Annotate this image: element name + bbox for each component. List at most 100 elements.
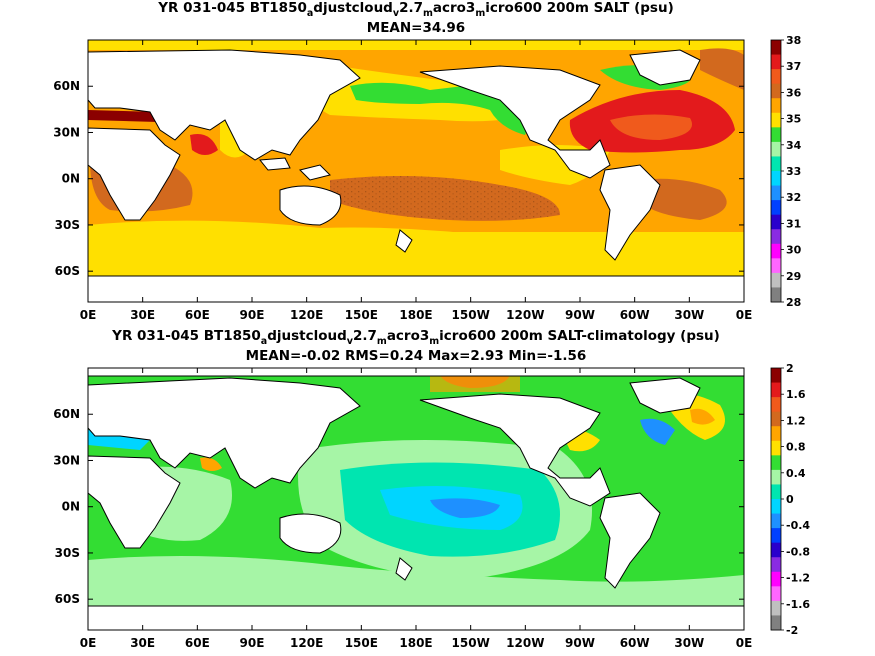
x-tick-label: 60E: [185, 308, 210, 322]
colorbar-swatch: [771, 141, 781, 157]
panel-1-subtitle: MEAN=34.96: [367, 20, 465, 36]
y-tick-label: 0N: [62, 500, 80, 514]
australia: [279, 185, 342, 226]
north-america: [419, 65, 611, 179]
x-tick-label: 60W: [620, 636, 650, 650]
colorbar-swatch: [771, 171, 781, 187]
colorbar-swatch: [771, 455, 781, 471]
x-tick-label: 120E: [290, 308, 323, 322]
eurasia: [88, 49, 361, 161]
colorbar-label: -2: [786, 624, 798, 637]
colorbar-swatch: [771, 243, 781, 259]
colorbar-swatch: [771, 397, 781, 413]
x-tick-label: 150W: [452, 636, 490, 650]
colorbar-swatch: [771, 98, 781, 114]
y-tick-label: 30N: [53, 453, 80, 467]
x-tick-label: 120E: [290, 636, 323, 650]
colorbar-label: -0.8: [786, 545, 810, 558]
x-tick-label: 180E: [399, 308, 432, 322]
colorbar-label: 1.2: [786, 414, 806, 427]
x-tick-label: 90W: [565, 636, 595, 650]
colorbar-label: 29: [786, 270, 801, 283]
colorbar-label: 37: [786, 60, 801, 73]
colorbar-label: 36: [786, 86, 802, 99]
colorbar-label: 2: [786, 362, 794, 375]
x-tick-label: 0E: [80, 636, 97, 650]
colorbar-label: 35: [786, 113, 801, 126]
colorbar-swatch: [771, 411, 781, 427]
y-tick-label: 30S: [55, 546, 80, 560]
colorbar-swatch: [771, 83, 781, 99]
y-tick-label: 60N: [53, 79, 80, 93]
colorbar-label: 28: [786, 296, 801, 309]
x-tick-label: 150W: [452, 308, 490, 322]
greenland: [629, 49, 701, 86]
colorbar-swatch: [771, 156, 781, 172]
x-tick-label: 60E: [185, 636, 210, 650]
x-tick-label: 0E: [80, 308, 97, 322]
colorbar-swatch: [771, 615, 781, 631]
colorbar-swatch: [771, 586, 781, 602]
colorbar-swatch: [771, 528, 781, 544]
x-tick-label: 90E: [240, 636, 265, 650]
x-tick-label: 150E: [345, 636, 378, 650]
colorbar-label: 1.6: [786, 388, 806, 401]
y-tick-label: 60S: [55, 264, 80, 278]
panel-1-axes: 0E 30E 60E 90E 120E 150E 180E 150W 120W 90W 60W 30W…: [53, 40, 752, 322]
colorbar-swatch: [771, 69, 781, 85]
colorbar-swatch: [771, 272, 781, 288]
x-tick-label: 180E: [399, 636, 432, 650]
panel-2-colorbar: 2 1.6 1.2 0.8 0.4 0 -0.4 -0.8 -1.2 -1.6 -2: [770, 362, 810, 637]
x-tick-label: 90W: [565, 308, 595, 322]
colorbar-swatch: [771, 600, 781, 616]
x-tick-label: 150E: [345, 308, 378, 322]
x-tick-label: 90E: [240, 308, 265, 322]
colorbar-label: -1.2: [786, 572, 810, 585]
colorbar-swatch: [771, 513, 781, 529]
colorbar-swatch: [771, 258, 781, 274]
colorbar-label: 31: [786, 217, 801, 230]
panel-2: YR 031-045 BT1850adjustcloudv2.7macro3mi…: [53, 328, 810, 650]
new-zealand: [395, 229, 413, 253]
y-tick-label: 60N: [53, 407, 80, 421]
panel-1-field: [88, 40, 744, 302]
colorbar-label: 33: [786, 165, 801, 178]
colorbar-swatch: [771, 185, 781, 201]
panel-2-subtitle: MEAN=-0.02 RMS=0.24 Max=2.93 Min=-1.56: [246, 348, 587, 364]
colorbar-swatch: [771, 499, 781, 515]
x-tick-label: 30E: [130, 308, 155, 322]
x-tick-label: 30W: [674, 308, 704, 322]
colorbar-swatch: [771, 127, 781, 143]
x-tick-label: 30E: [130, 636, 155, 650]
colorbar-swatch: [771, 484, 781, 500]
x-tick-label: 120W: [506, 636, 544, 650]
colorbar-swatch: [771, 40, 781, 56]
colorbar-swatch: [771, 368, 781, 384]
colorbar-label: 0.8: [786, 441, 806, 454]
colorbar-swatch: [771, 229, 781, 245]
panel-2-field: [88, 368, 744, 630]
colorbar-swatch: [771, 542, 781, 558]
colorbar-swatch: [771, 469, 781, 485]
panel-2-axes: 0E 30E 60E 90E 120E 150E 180E 150W 120W 90W 60W 30W…: [53, 368, 752, 650]
colorbar-swatch: [771, 426, 781, 442]
x-tick-label: 0E: [736, 636, 753, 650]
colorbar-swatch: [771, 571, 781, 587]
y-tick-label: 0N: [62, 172, 80, 186]
colorbar-label: 30: [786, 244, 802, 257]
colorbar-label: 34: [786, 139, 802, 152]
colorbar-label: -0.4: [786, 519, 810, 532]
x-tick-label: 60W: [620, 308, 650, 322]
colorbar-label: 0.4: [786, 467, 806, 480]
colorbar-label: 38: [786, 34, 801, 47]
y-tick-label: 30N: [53, 125, 80, 139]
panel-1-title: YR 031-045 BT1850adjustcloudv2.7macro3mi…: [157, 0, 674, 19]
colorbar-swatch: [771, 557, 781, 573]
panel-2-title: YR 031-045 BT1850adjustcloudv2.7macro3mi…: [111, 328, 720, 347]
colorbar-label: 0: [786, 493, 794, 506]
colorbar-swatch: [771, 287, 781, 303]
colorbar-swatch: [771, 54, 781, 70]
africa: [88, 127, 181, 221]
y-tick-label: 30S: [55, 218, 80, 232]
colorbar-swatch: [771, 112, 781, 128]
